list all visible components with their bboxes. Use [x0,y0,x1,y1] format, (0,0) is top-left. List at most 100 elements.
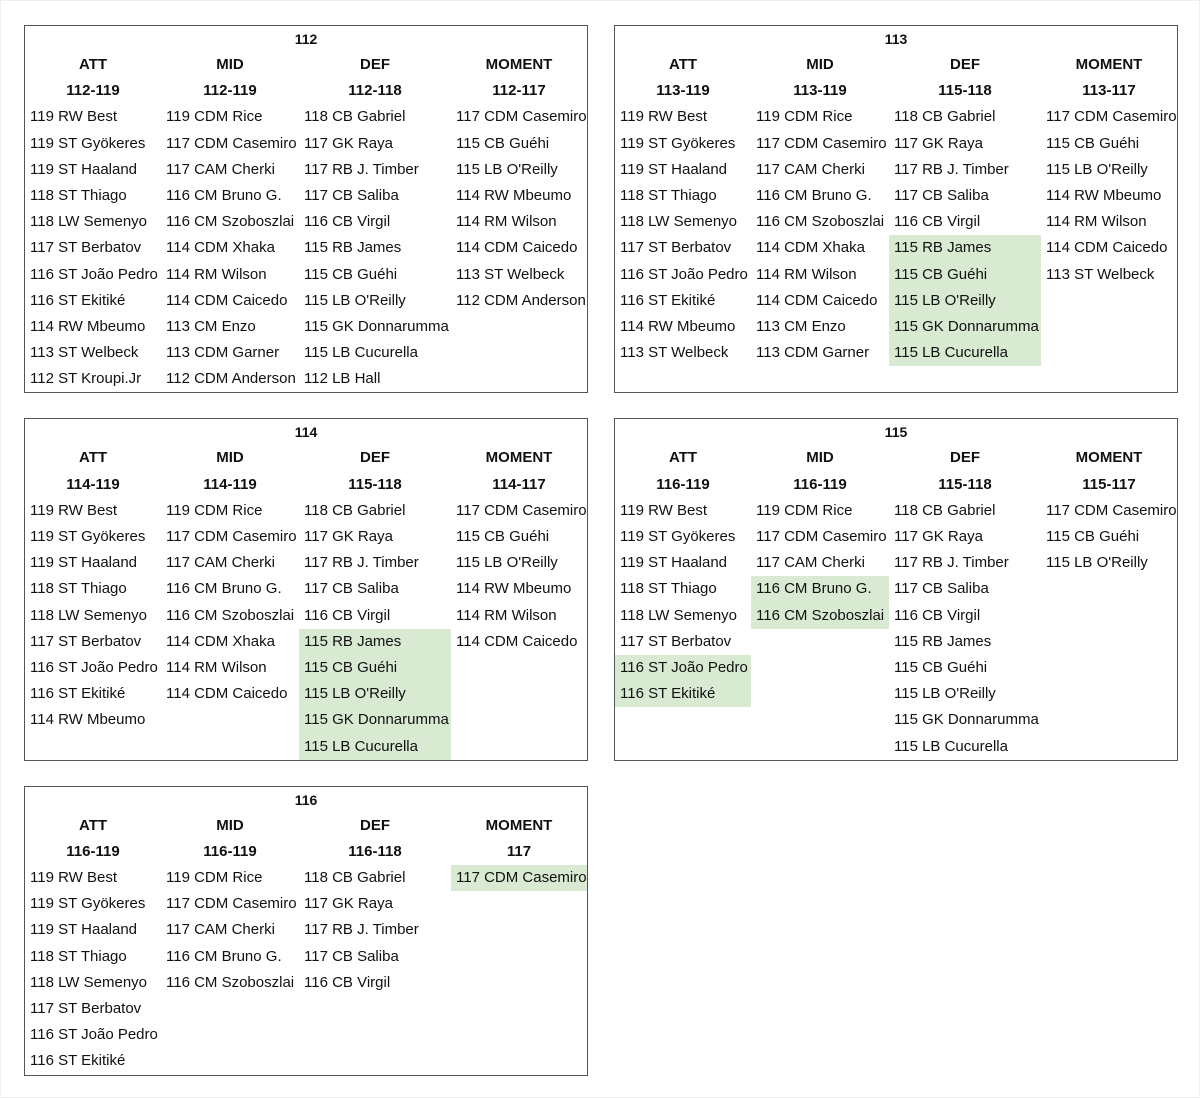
player-item: 117 ST Berbatov [30,632,142,650]
panel-title: 112 [294,31,318,47]
player-item: 117 CDM Casemiro [1046,501,1177,519]
column: ATT 116-119 119 RW Best 119 ST Gyökeres 119 … [615,445,751,759]
player-item: 116 CB Virgil [304,213,391,231]
player-item: 119 CDM Rice [756,108,853,126]
player-item: 116 CM Szoboszlai [756,213,885,231]
player-item: 115 LB O'Reilly [304,291,406,309]
player-item: 118 LW Semenyo [30,606,148,624]
panel-title: 114 [294,424,318,441]
column: ATT 116-119 119 RW Best 119 ST Gyökeres 119 … [25,813,161,1075]
panel: 115 ATT 116-119 119 RW Best 119 ST Gyökeres 1… [614,418,1178,761]
player-item: 114 RW Mbeumo [456,186,572,204]
player-item: 116 ST João Pedro [30,265,158,283]
column-header: MID [216,56,244,73]
player-item: 116 ST João Pedro [615,654,751,682]
player-item: 114 CDM Caicedo [756,291,878,309]
player-item: 115 GK Donnarumma [299,707,451,734]
player-item: 116 CB Virgil [304,973,391,991]
player-item: 115 LB O'Reilly [456,554,558,572]
player-item: 119 RW Best [30,869,117,887]
column: MOMENT 114-117 117 CDM Casemiro 115 CB Guéh… [451,445,587,759]
player-item: 116 CM Szoboszlai [166,213,295,231]
player-item: 117 RB J. Timber [894,160,1009,178]
player-item: 113 CDM Garner [166,344,280,362]
columns: ATT 112-119 119 RW Best 119 ST Gyökeres 119 … [25,52,587,392]
player-item: 119 ST Haaland [30,160,138,178]
player-item: 117 CDM Casemiro [166,895,297,913]
player-item: 117 CDM Casemiro [166,528,297,545]
player-item: 117 CAM Cherki [166,554,275,572]
player-item: 119 ST Haaland [620,160,728,178]
panel-title: 116 [294,791,318,808]
column: DEF 116-118 118 CB Gabriel 117 GK Raya 117 R… [299,813,451,1075]
column-range: 117 [506,842,532,860]
player-item: 113 ST Welbeck [620,344,729,362]
player-item: 119 ST Gyökeres [30,895,146,913]
player-item: 115 LB Cucurella [894,737,1008,755]
player-item: 114 RW Mbeumo [1046,186,1162,204]
player-item: 116 CM Bruno G. [756,186,872,204]
column-range: 115-118 [938,475,992,493]
player-item: 117 GK Raya [304,528,393,545]
column-header: ATT [78,449,108,467]
column-range: 114-119 [66,475,120,493]
column: MOMENT 115-117 117 CDM Casemiro 115 CB Guéh… [1041,445,1177,759]
player-item: 118 LW Semenyo [620,213,738,231]
player-item: 115 GK Donnarumma [894,711,1039,729]
column-header: MOMENT [485,56,553,73]
column: MID 116-119 119 CDM Rice 117 CDM Casemiro 11… [751,445,889,759]
column-range: 114-119 [203,475,257,493]
player-item: 115 CB Guéhi [1046,528,1140,545]
player-item: 115 GK Donnarumma [889,313,1041,341]
columns: ATT 113-119 119 RW Best 119 ST Gyökeres 119 … [615,52,1177,392]
player-item: 119 ST Gyökeres [30,134,146,152]
column: ATT 113-119 119 RW Best 119 ST Gyökeres 119 … [615,52,751,392]
player-item: 117 CDM Casemiro [451,865,587,892]
player-item: 113 ST Welbeck [456,265,565,283]
player-item: 115 LB O'Reilly [299,681,451,708]
player-item: 114 CDM Caicedo [166,685,288,703]
player-item: 115 CB Guéhi [894,658,988,676]
player-item: 114 RM Wilson [166,265,267,283]
player-item: 115 GK Donnarumma [304,317,449,335]
column: MID 112-119 119 CDM Rice 117 CDM Casemiro 11… [161,52,299,392]
player-item: 114 CDM Xhaka [166,632,275,650]
column-range: 115-118 [938,82,992,100]
columns: ATT 116-119 119 RW Best 119 ST Gyökeres 119 … [615,445,1177,759]
player-item: 117 CDM Casemiro [1046,108,1177,126]
player-item: 116 CM Szoboszlai [166,973,295,991]
player-item: 117 CDM Casemiro [456,108,587,126]
column-range: 115-118 [348,475,402,493]
player-item: 117 CAM Cherki [166,160,275,178]
column: ATT 114-119 119 RW Best 119 ST Gyökeres 119 … [25,445,161,759]
player-item: 119 CDM Rice [166,869,263,887]
column-range: 112-119 [203,82,257,100]
player-item: 119 ST Gyökeres [620,134,736,152]
player-item: 117 GK Raya [304,895,393,913]
player-item: 117 CDM Casemiro [456,501,587,519]
player-item: 117 ST Berbatov [620,239,732,257]
player-item: 119 ST Gyökeres [30,528,146,545]
player-item: 116 CB Virgil [894,606,981,624]
column-header: ATT [78,816,108,834]
player-item: 117 RB J. Timber [304,921,419,939]
player-item: 119 ST Haaland [30,921,138,939]
player-item: 115 LB O'Reilly [456,160,558,178]
player-item: 114 RW Mbeumo [30,711,146,729]
player-item: 114 RM Wilson [1046,213,1147,231]
player-item: 114 CDM Caicedo [166,291,288,309]
player-item: 116 CM Bruno G. [751,576,889,603]
panel-title: 115 [884,424,908,441]
player-item: 117 CB Saliba [304,186,399,204]
panel: 113 ATT 113-119 119 RW Best 119 ST Gyökeres 1… [614,25,1178,394]
player-item: 119 RW Best [620,108,707,126]
columns: ATT 116-119 119 RW Best 119 ST Gyökeres 119 … [25,813,587,1075]
player-item: 114 CDM Xhaka [756,239,865,257]
player-item: 117 GK Raya [304,134,393,152]
player-item: 118 ST Thiago [620,186,717,204]
player-item: 115 LB O'Reilly [1046,160,1148,178]
column: MID 113-119 119 CDM Rice 117 CDM Casemiro 11… [751,52,889,392]
player-item: 115 CB Guéhi [299,654,451,682]
column-header: ATT [668,56,698,73]
